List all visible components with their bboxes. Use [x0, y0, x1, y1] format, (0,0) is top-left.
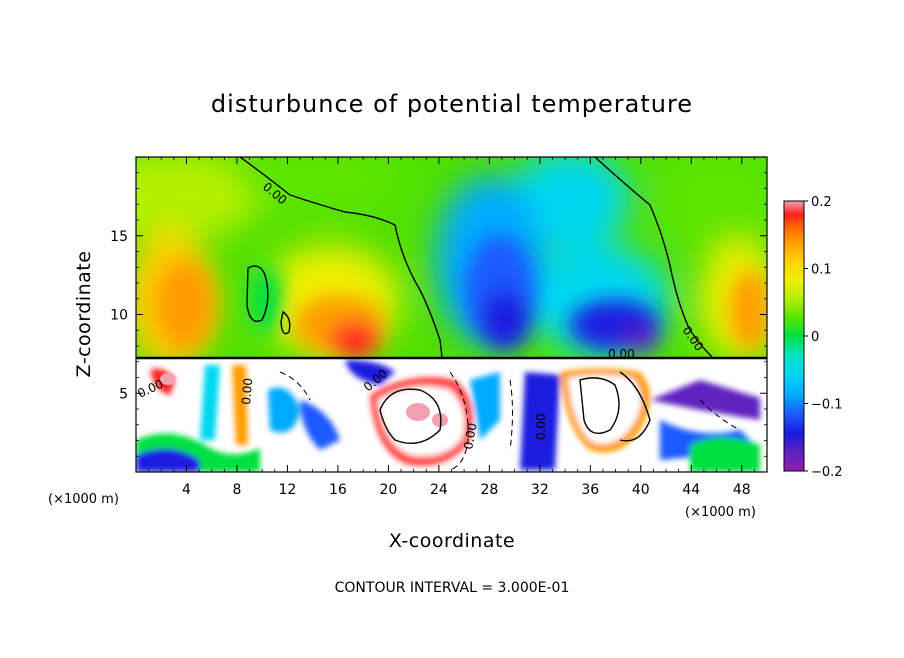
colorbar-ticks: 0.2 0.1 0 −0.1 −0.2	[804, 195, 843, 480]
contour-labels: 0.00 0.00 0.00 0.00 0.00 0.00 0.00 0.00	[135, 180, 706, 451]
colorbar-tick-label: −0.1	[811, 398, 843, 413]
contour-label: 0.00	[608, 347, 635, 361]
y-axis: 5 10 15	[110, 172, 767, 457]
contour-label: 0.00	[461, 422, 479, 451]
chart-title: disturbunce of potential temperature	[211, 90, 693, 118]
colorbar-tick-label: 0.1	[811, 263, 832, 278]
x-tick-label: 36	[581, 482, 599, 498]
x-tick-label: 44	[682, 482, 700, 498]
y-tick-label: 5	[119, 386, 128, 402]
x-tick-label: 24	[430, 482, 448, 498]
x-tick-label: 32	[531, 482, 549, 498]
colorbar-gradient	[783, 200, 805, 472]
x-tick-label: 12	[279, 482, 297, 498]
x-tick-label: 16	[329, 482, 347, 498]
heatmap-field	[136, 157, 767, 472]
x-tick-label: 4	[182, 482, 191, 498]
colorbar: 0.2 0.1 0 −0.1 −0.2	[783, 195, 843, 480]
y-axis-label: Z-coordinate	[73, 251, 95, 378]
x-tick-label: 8	[232, 482, 241, 498]
y-tick-label: 15	[110, 229, 128, 245]
contour-interval-note: CONTOUR INTERVAL = 3.000E-01	[335, 580, 570, 596]
x-axis: 4 8 12 16 20 24 28 32 36 40 44 48	[148, 157, 755, 498]
x-tick-label: 40	[632, 482, 650, 498]
contour-label: 0.00	[534, 413, 548, 440]
x-axis-label: X-coordinate	[389, 530, 515, 552]
y-tick-label: 10	[110, 308, 128, 324]
x-tick-label: 28	[480, 482, 498, 498]
contour-label: 0.00	[239, 377, 255, 405]
colorbar-tick-label: 0.2	[811, 195, 832, 210]
y-unit-label: (×1000 m)	[48, 492, 119, 507]
x-unit-label: (×1000 m)	[685, 505, 756, 520]
x-tick-label: 48	[733, 482, 751, 498]
colorbar-tick-label: 0	[811, 330, 819, 345]
colorbar-tick-label: −0.2	[811, 465, 843, 480]
x-tick-label: 20	[379, 482, 397, 498]
